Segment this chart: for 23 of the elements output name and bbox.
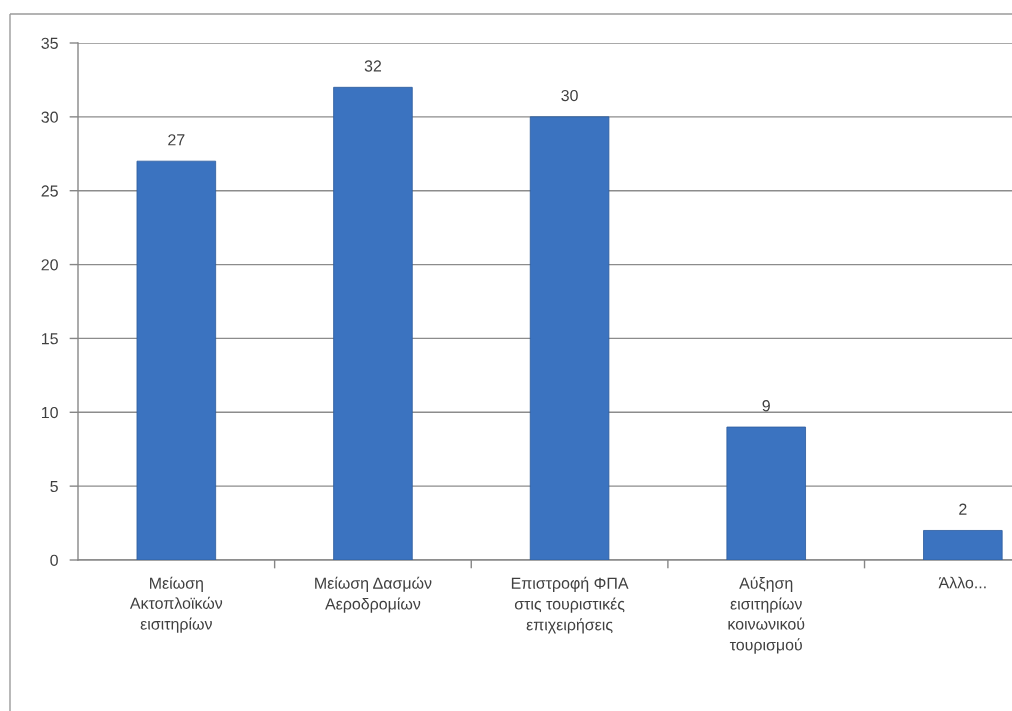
y-tick-label: 5 (50, 480, 58, 493)
data-label: 32 (364, 60, 382, 72)
bar (726, 426, 806, 560)
data-label: 9 (762, 400, 770, 412)
bar (333, 86, 413, 560)
data-label: 30 (561, 89, 578, 102)
x-tick-label: Μείωση Ακτοπλοϊκών εισιτηρίων (129, 576, 223, 633)
y-tick-label: 10 (42, 406, 58, 419)
x-tick-label: Επιστροφή ΦΠΑ στις τουριστικές επιχειρήσεις (511, 576, 629, 634)
x-tick-label: Αύξηση εισιτηρίων κοινωνικού τουρισμού (728, 576, 805, 654)
y-tick-label: 20 (41, 259, 58, 271)
bar (529, 116, 610, 560)
y-tick-label: 25 (41, 185, 58, 197)
y-tick-label: 35 (41, 37, 58, 49)
x-tick-label: Άλλο... (938, 576, 986, 589)
bar (923, 530, 1003, 560)
data-label: 2 (959, 503, 967, 515)
y-tick-label: 0 (50, 554, 58, 566)
bar (136, 160, 217, 560)
y-tick-label: 30 (41, 111, 58, 123)
x-tick-label: Μείωση Δασμών Αεροδρομίων (315, 576, 432, 613)
data-label: 27 (168, 134, 185, 146)
y-tick-label: 15 (42, 333, 58, 345)
